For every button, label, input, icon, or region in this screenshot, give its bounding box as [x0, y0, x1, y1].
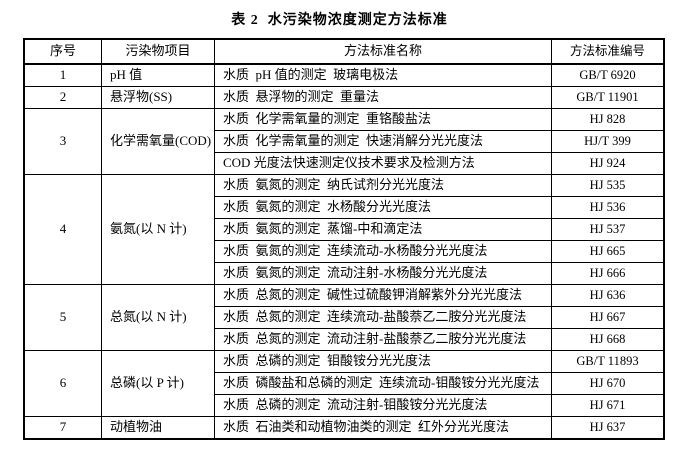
method-code-cell: GB/T 6920	[551, 63, 665, 87]
method-code-cell: HJ 536	[551, 196, 665, 219]
table-row: 2 悬浮物(SS) 水质 悬浮物的测定 重量法 GB/T 11901	[23, 86, 665, 109]
method-name-cell: 水质 总氮的测定 碱性过硫酸钾消解紫外分光光度法	[214, 284, 552, 307]
method-name-cell: 水质 氨氮的测定 纳氏试剂分光光度法	[214, 174, 552, 197]
table-row: 水质 总氮的测定 连续流动-盐酸萘乙二胺分光光度法 HJ 667	[24, 306, 665, 329]
table-row: 水质 化学需氧量的测定 快速消解分光光度法 HJ/T 399	[24, 130, 665, 153]
method-name-cell: 水质 石油类和动植物油类的测定 红外分光光度法	[214, 416, 552, 440]
method-code-cell: HJ 924	[551, 152, 665, 175]
method-name-cell: 水质 氨氮的测定 连续流动-水杨酸分光光度法	[214, 240, 552, 263]
table-row: 水质 氨氮的测定 水杨酸分光光度法 HJ 536	[24, 196, 665, 219]
table-row: 6 总磷(以 P 计) 水质 总磷的测定 钼酸铵分光光度法 GB/T 11893	[23, 350, 665, 417]
method-code-cell: HJ 670	[551, 372, 665, 395]
method-name-cell: 水质 总磷的测定 流动注射-钼酸铵分光光度法	[214, 394, 552, 417]
method-code-cell: HJ 828	[551, 108, 665, 131]
method-code-cell: GB/T 11901	[551, 86, 665, 109]
method-code-cell: HJ 537	[551, 218, 665, 241]
pollutant-cell: 化学需氧量(COD)	[101, 108, 215, 175]
method-code-cell: HJ 535	[551, 174, 665, 197]
method-name-cell: 水质 氨氮的测定 蒸馏-中和滴定法	[214, 218, 552, 241]
method-name-cell: 水质 总氮的测定 流动注射-盐酸萘乙二胺分光光度法	[214, 328, 552, 351]
pollutant-cell: pH 值	[101, 63, 215, 87]
table-row: 水质 总氮的测定 流动注射-盐酸萘乙二胺分光光度法 HJ 668	[24, 328, 665, 351]
table-row: 1 pH 值水质 pH 值的测定 玻璃电极法 GB/T 6920	[23, 63, 665, 87]
method-name-cell: 水质 氨氮的测定 流动注射-水杨酸分光光度法	[214, 262, 552, 285]
serial-number-cell: 3	[23, 108, 102, 175]
table-row: 3 化学需氧量(COD) 水质 化学需氧量的测定 重铬酸盐法 HJ 828	[23, 108, 665, 175]
table-row: 水质 总磷的测定 流动注射-钼酸铵分光光度法 HJ 671	[24, 394, 665, 417]
serial-number-cell: 4	[23, 174, 102, 285]
method-name-cell: 水质 磷酸盐和总磷的测定 连续流动-钼酸铵分光光度法	[214, 372, 552, 395]
standards-table: 序号 污染物项目 方法标准名称 方法标准编号 1 pH 值水质 pH 值的测定 玻璃电极…	[23, 38, 665, 440]
table-row: 4 氨氮(以 N 计) 水质 氨氮的测定 纳氏试剂分光光度法 HJ 535	[23, 174, 665, 285]
method-name-cell: COD 光度法快速测定仪技术要求及检测方法	[214, 152, 552, 175]
column-header-3: 方法标准名称	[214, 38, 552, 65]
method-name-cell: 水质 总磷的测定 钼酸铵分光光度法	[214, 350, 552, 373]
table-row: 5 总氮(以 N 计) 水质 总氮的测定 碱性过硫酸钾消解紫外分光光度法 HJ 636	[23, 284, 665, 351]
table-header: 序号 污染物项目 方法标准名称 方法标准编号	[23, 38, 665, 65]
table-row: 水质 氨氮的测定 蒸馏-中和滴定法 HJ 537	[24, 218, 665, 241]
method-code-cell: HJ 668	[551, 328, 665, 351]
method-code-cell: HJ 666	[551, 262, 665, 285]
pollutant-cell: 总磷(以 P 计)	[101, 350, 215, 417]
serial-number-cell: 2	[23, 86, 102, 109]
table-row: COD 光度法快速测定仪技术要求及检测方法 HJ 924	[24, 152, 665, 175]
serial-number-cell: 1	[23, 63, 102, 87]
table-row: 水质 氨氮的测定 连续流动-水杨酸分光光度法 HJ 665	[24, 240, 665, 263]
table-row: 7 动植物油 水质 石油类和动植物油类的测定 红外分光光度法 HJ 637	[23, 416, 665, 440]
method-code-cell: HJ 665	[551, 240, 665, 263]
table-row: 水质 氨氮的测定 流动注射-水杨酸分光光度法 HJ 666	[24, 262, 665, 285]
column-header-1: 序号	[23, 38, 102, 65]
method-name-cell: 水质 氨氮的测定 水杨酸分光光度法	[214, 196, 552, 219]
method-name-cell: 水质 悬浮物的测定 重量法	[214, 86, 552, 109]
document-page: 表 2 水污染物浓度测定方法标准 序号 污染物项目 方法标准名称 方法标准编号 1 pH…	[0, 9, 679, 440]
method-code-cell: HJ/T 399	[551, 130, 665, 153]
pollutant-cell: 悬浮物(SS)	[101, 86, 215, 109]
serial-number-cell: 6	[23, 350, 102, 417]
table-body: 1 pH 值水质 pH 值的测定 玻璃电极法 GB/T 6920 2 悬浮物(SS) 水质…	[23, 63, 665, 440]
method-name-cell: 水质 总氮的测定 连续流动-盐酸萘乙二胺分光光度法	[214, 306, 552, 329]
column-header-4: 方法标准编号	[551, 38, 665, 65]
pollutant-cell: 动植物油	[101, 416, 215, 440]
method-code-cell: HJ 636	[551, 284, 665, 307]
method-code-cell: HJ 671	[551, 394, 665, 417]
header-row: 序号 污染物项目 方法标准名称 方法标准编号	[23, 38, 665, 65]
method-name-cell: 水质 化学需氧量的测定 快速消解分光光度法	[214, 130, 552, 153]
table-title: 表 2 水污染物浓度测定方法标准	[231, 13, 448, 28]
method-code-cell: GB/T 11893	[551, 350, 665, 373]
column-header-2: 污染物项目	[101, 38, 215, 65]
serial-number-cell: 5	[23, 284, 102, 351]
method-name-cell: 水质 pH 值的测定 玻璃电极法	[214, 63, 552, 87]
table-row: 水质 磷酸盐和总磷的测定 连续流动-钼酸铵分光光度法 HJ 670	[24, 372, 665, 395]
pollutant-cell: 氨氮(以 N 计)	[101, 174, 215, 285]
serial-number-cell: 7	[23, 416, 102, 440]
pollutant-cell: 总氮(以 N 计)	[101, 284, 215, 351]
method-code-cell: HJ 667	[551, 306, 665, 329]
method-code-cell: HJ 637	[551, 416, 665, 440]
method-name-cell: 水质 化学需氧量的测定 重铬酸盐法	[214, 108, 552, 131]
